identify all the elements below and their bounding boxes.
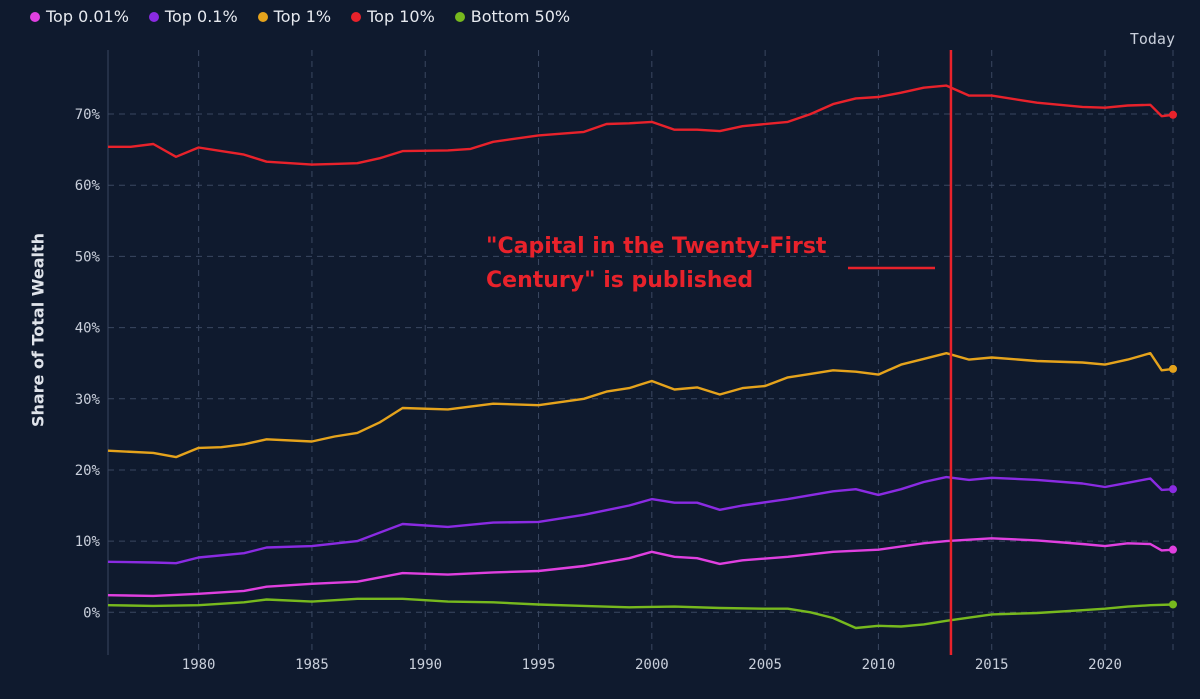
series-endpoint <box>1169 600 1177 609</box>
series-endpoint <box>1169 545 1177 554</box>
x-tick-label: 1985 <box>295 657 329 673</box>
legend-item[interactable]: Bottom 50% <box>454 7 571 26</box>
series-line-top-10- <box>108 84 1174 166</box>
legend-item[interactable]: Top 0.01% <box>30 7 129 26</box>
x-tick-label: 1990 <box>408 657 442 673</box>
y-tick-label: 50% <box>75 249 101 265</box>
y-tick-label: 0% <box>83 605 100 621</box>
series-line-top-0-01- <box>107 537 1174 598</box>
series-line-top-0-1- <box>107 475 1174 565</box>
x-tick-label: 2005 <box>748 657 782 673</box>
annotation-line-1: "Capital in the Twenty-First <box>486 234 827 259</box>
annotation-text: "Capital in the Twenty-First Century" is… <box>486 230 886 298</box>
y-tick-label: 30% <box>75 392 101 408</box>
annotation-line-2: Century" is published <box>486 268 754 293</box>
y-tick-label: 20% <box>75 463 101 479</box>
series-endpoint <box>1169 485 1177 494</box>
legend-dot-icon <box>30 11 40 22</box>
legend-dot-icon <box>351 11 362 22</box>
y-tick-label: 10% <box>75 534 101 550</box>
legend-item[interactable]: Top 0.1% <box>148 7 238 26</box>
y-axis-label: Share of Total Wealth <box>28 232 48 428</box>
legend-dot-icon <box>454 11 465 22</box>
series-endpoint <box>1169 364 1177 373</box>
y-tick-label: 70% <box>75 107 101 123</box>
x-tick-label: 2000 <box>635 657 669 673</box>
x-axis-ticks: 1980 1985 1990 1995 2000 2005 2010 2015 2020 <box>182 657 1122 673</box>
series-lines <box>107 84 1177 630</box>
series-endpoint <box>1169 110 1177 119</box>
legend-item[interactable]: Top 1% <box>257 7 332 26</box>
x-tick-label: 2020 <box>1088 657 1122 673</box>
today-label: Today <box>1129 30 1175 48</box>
annotation-marker <box>848 50 953 655</box>
y-tick-label: 40% <box>75 321 101 337</box>
series-line-bottom-50- <box>107 597 1174 630</box>
grid-lines <box>107 50 1174 655</box>
legend: Top 0.01% Top 0.1% Top 1% Top 10% Bottom 50% <box>30 7 570 26</box>
legend-dot-icon <box>148 11 159 22</box>
x-tick-label: 1995 <box>522 657 556 673</box>
legend-label: Top 10% <box>367 7 435 26</box>
y-axis-ticks: 0% 10% 20% 30% 40% 50% 60% 70% <box>75 107 101 621</box>
legend-label: Top 1% <box>273 7 332 26</box>
legend-label: Top 0.1% <box>164 7 238 26</box>
legend-dot-icon <box>257 11 268 22</box>
series-line-top-1- <box>107 352 1174 459</box>
y-tick-label: 60% <box>75 178 101 194</box>
x-tick-label: 2010 <box>862 657 896 673</box>
legend-label: Bottom 50% <box>470 7 571 26</box>
legend-item[interactable]: Top 10% <box>351 7 435 26</box>
legend-label: Top 0.01% <box>46 7 129 26</box>
x-tick-label: 2015 <box>975 657 1009 673</box>
x-tick-label: 1980 <box>182 657 216 673</box>
